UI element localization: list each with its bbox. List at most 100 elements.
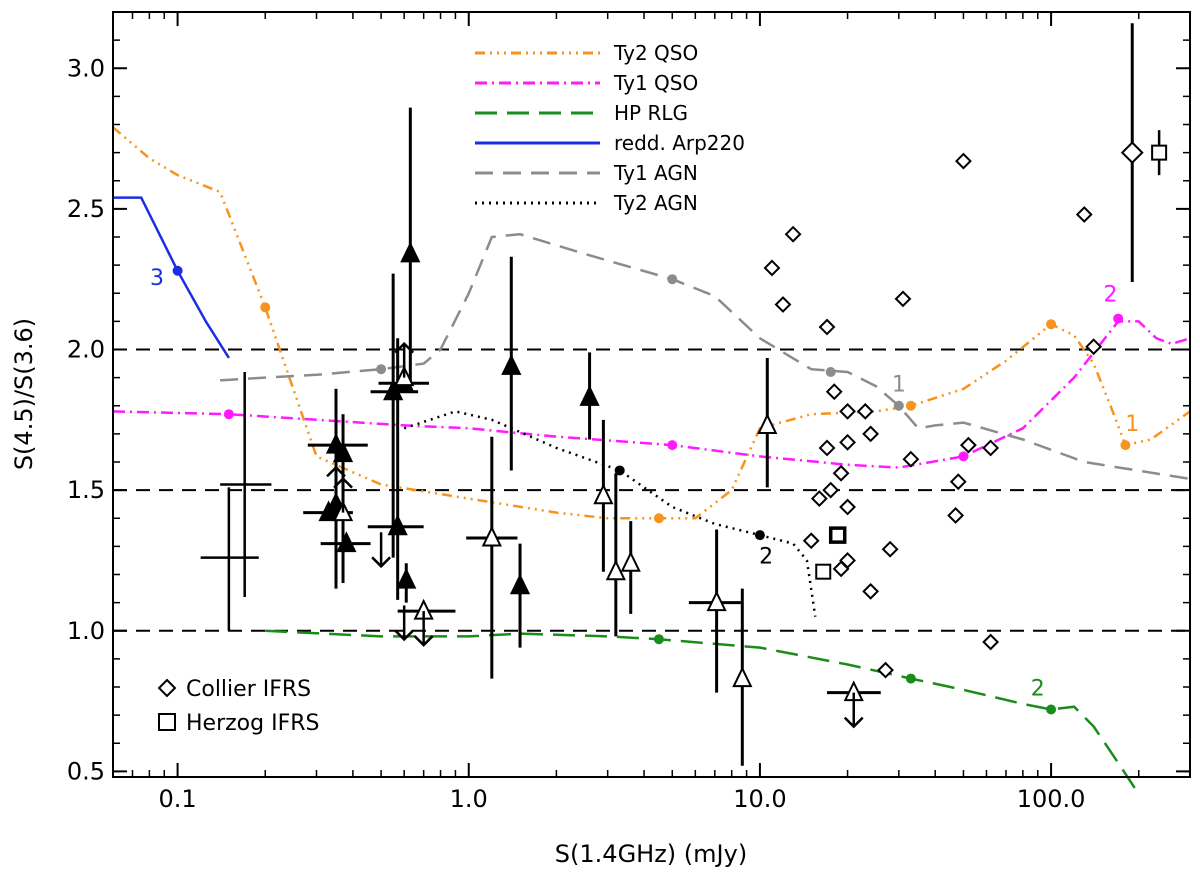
lower-limit-2 — [326, 465, 346, 502]
herzog-point-2 — [1151, 130, 1168, 176]
collier-diamond-25 — [949, 473, 967, 491]
filled-triangle-10 — [501, 354, 522, 375]
track-dot-ty1agn-1 — [667, 274, 678, 285]
track-dot-ty1qso-0 — [223, 409, 234, 420]
filled-triangle-point-10 — [501, 256, 522, 471]
legend-marker-label-1: Herzog IFRS — [186, 711, 319, 736]
filled-triangle-point-12 — [579, 352, 600, 440]
open-triangle-point-3 — [620, 521, 641, 614]
collier-diamond-26 — [959, 436, 977, 454]
track-dot-ty1qso-3 — [1113, 313, 1124, 324]
legend-label-ty2qso: Ty2 QSO — [613, 41, 698, 65]
filled-triangle-11 — [509, 573, 531, 595]
track-dot-ty2qso-1 — [653, 513, 664, 524]
track-dot-ty1agn-3 — [893, 400, 904, 411]
herzog-square-2 — [1151, 144, 1168, 161]
y-axis-label: S(4.5)/S(3.6) — [10, 318, 38, 470]
collier-diamond-13 — [839, 433, 856, 451]
herzog-point-0 — [815, 563, 832, 580]
herzog-square-1 — [828, 526, 847, 544]
filled-triangle-1 — [332, 441, 354, 463]
collier-diamond-3 — [818, 318, 836, 336]
collier-diamond-14 — [862, 425, 880, 443]
collier-diamond-5 — [955, 152, 972, 170]
collier-diamond-29 — [877, 661, 894, 679]
collier-diamond-2 — [774, 296, 792, 313]
track-dot-ty2qso-4 — [1120, 440, 1131, 451]
collier-diamond-23 — [902, 450, 920, 468]
lower-limit-2-arrow-head — [326, 465, 346, 478]
open-triangle-point-4 — [688, 529, 741, 693]
open-triangle-point-2 — [605, 473, 626, 637]
track-label-3: 2 — [1104, 283, 1118, 308]
track-dot-ty2qso-2 — [905, 400, 916, 411]
y-tick-label-2: 1.5 — [67, 476, 105, 504]
x-tick-label-3: 100.0 — [1017, 785, 1086, 813]
track-dot-ty2qso-3 — [1046, 319, 1057, 330]
track-dot-hprlg-1 — [905, 673, 916, 684]
open-triangle-point-5 — [732, 588, 753, 766]
collier-diamond-0 — [763, 259, 781, 277]
legend: Ty2 QSO Ty1 QSO HP RLG redd. Arp220 Ty1 AGN T… — [157, 41, 745, 736]
herzog-square-0 — [815, 563, 832, 580]
filled-triangle-12 — [579, 385, 600, 406]
cross-point-0 — [220, 372, 272, 597]
filled-triangle-6 — [387, 514, 408, 536]
collier-big-point-0 — [1120, 23, 1144, 282]
track-label-2: 1 — [892, 373, 906, 398]
collier-diamond-9 — [839, 402, 856, 420]
collier-diamond-12 — [832, 464, 850, 482]
collier-diamond-28 — [982, 633, 1000, 651]
collier-diamond-19 — [839, 552, 856, 569]
legend-label-arp220: redd. Arp220 — [614, 131, 745, 155]
track-dot-arp220-0 — [172, 265, 183, 276]
cross-point-1 — [200, 487, 259, 631]
filled-triangle-point-4 — [320, 531, 371, 553]
legend-marker-label-0: Collier IFRS — [186, 677, 311, 702]
open-triangle-2 — [605, 559, 626, 581]
lower-limit-1 — [394, 341, 415, 387]
open-triangle-point-6 — [757, 357, 778, 488]
filled-triangle-3 — [318, 500, 339, 522]
lower-limit-1-arrow-head — [394, 341, 415, 354]
filled-triangle-point-11 — [509, 543, 531, 648]
upper-limit-2-arrow-head — [413, 635, 434, 647]
collier-diamond-4 — [894, 290, 912, 308]
legend-label-hprlg: HP RLG — [614, 101, 688, 125]
legend-label-ty1qso: Ty1 QSO — [613, 71, 698, 95]
track-dot-ty2qso-0 — [260, 302, 271, 313]
open-triangle-6 — [757, 413, 778, 434]
collier-diamond-21 — [862, 582, 880, 600]
track-label-4: 1 — [1125, 412, 1139, 437]
track-dot-ty1agn-2 — [825, 367, 836, 377]
track-dot-hprlg-0 — [653, 634, 664, 645]
filled-triangle-4 — [336, 531, 357, 553]
track-ty1qso — [112, 320, 1191, 469]
collier-diamond-20 — [839, 498, 856, 516]
open-triangle-point-0 — [466, 436, 518, 679]
collier-diamond-6 — [1075, 206, 1093, 223]
herzog-point-1 — [828, 526, 847, 544]
collier-big-0-diamond — [1120, 141, 1144, 165]
collier-diamond-22 — [881, 540, 899, 558]
track-dot-ty1qso-1 — [667, 440, 678, 451]
track-dot-ty1qso-2 — [958, 451, 969, 462]
open-triangle-0 — [481, 525, 502, 547]
y-tick-label-5: 3.0 — [67, 54, 105, 82]
open-triangle-1 — [593, 483, 614, 505]
x-tick-label-1: 1.0 — [450, 785, 488, 813]
filled-triangle-8 — [400, 241, 421, 263]
track-label-5: 2 — [1031, 676, 1045, 701]
x-tick-label-2: 10.0 — [733, 785, 786, 813]
track-label-0: 3 — [150, 266, 164, 291]
upper-limit-3-arrow-head — [843, 716, 864, 729]
open-triangle-5 — [732, 666, 753, 688]
upper-limit-1-arrow-head — [394, 629, 415, 642]
collier-diamond-24 — [947, 507, 965, 524]
filled-triangle-9 — [396, 567, 417, 589]
track-ty2agn — [403, 410, 817, 617]
filled-triangle-point-9 — [396, 563, 417, 603]
axes: 0.5 1.0 1.5 2.0 2.5 3.0 0.1 1.0 10.0 100.0 — [67, 11, 1191, 813]
upper-limit-3 — [827, 680, 881, 729]
y-tick-label-3: 2.0 — [67, 336, 105, 364]
